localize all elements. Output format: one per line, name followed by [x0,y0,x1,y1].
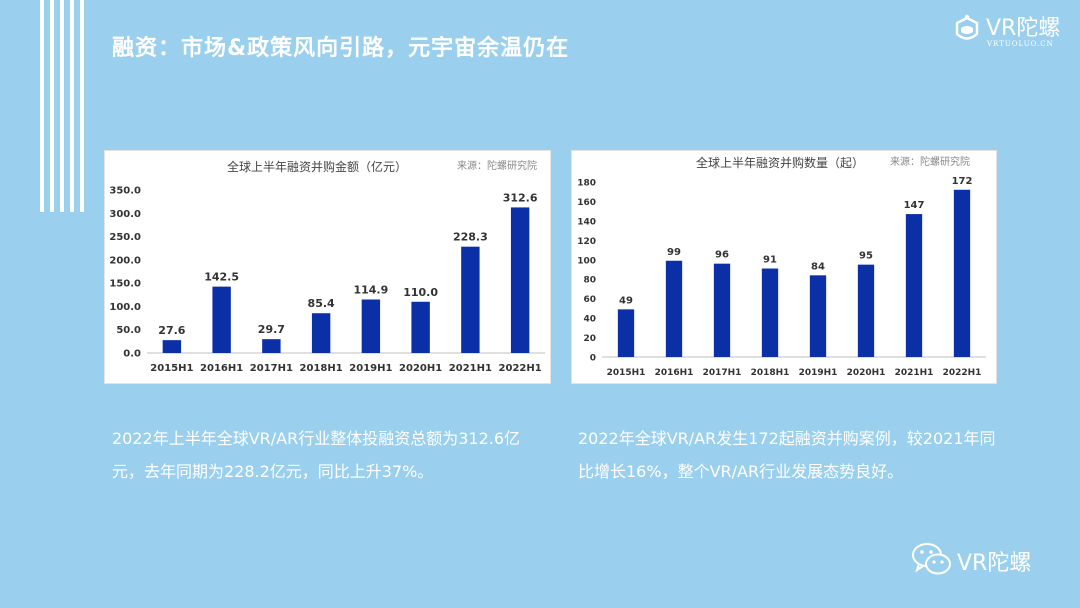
bar-2017H1 [262,339,281,353]
data-label: 85.4 [308,297,335,310]
y-tick-label: 0 [590,354,596,364]
decorative-stripes [40,0,86,212]
chart-title: 全球上半年融资并购数量（起） [696,155,864,170]
y-tick-label: 60 [583,295,596,305]
data-label: 29.7 [258,323,285,336]
data-label: 99 [667,247,681,258]
y-tick-label: 40 [583,315,596,325]
bar-2016H1 [665,260,683,357]
description-count: 2022年全球VR/AR发生172起融资并购案例，较2021年同比增长16%，整… [578,429,996,481]
x-tick-label: 2017H1 [703,368,742,378]
watermark-text: VR陀螺 [957,551,1032,576]
brand-url: VRTUOLUO.CN [987,40,1054,48]
funding-amount-chart: 全球上半年融资并购金额（亿元） 来源：陀螺研究院 0.0 50.0 100.0 150.0… [109,159,545,374]
y-tick-label: 50.0 [116,325,141,336]
wechat-icon [912,543,951,575]
bar-2018H1 [761,268,779,357]
chart-title: 全球上半年融资并购金额（亿元） [227,159,407,174]
bar-2022H1 [510,207,530,353]
x-tick-label: 2021H1 [449,363,492,374]
funding-count-chart: 全球上半年融资并购数量（起） 来源：陀螺研究院 0 20 40 60 80 100 120 140… [577,155,986,378]
data-label: 110.0 [403,286,438,299]
x-tick-label: 2019H1 [349,363,392,374]
chart-card-amount: 全球上半年融资并购金额（亿元） 来源：陀螺研究院 0.0 50.0 100.0 150.0… [104,150,551,384]
x-tick-label: 2017H1 [250,363,293,374]
data-label: 84 [811,261,825,272]
y-tick-label: 150.0 [109,279,141,290]
x-tick-label: 2015H1 [150,363,193,374]
x-tick-label: 2020H1 [847,368,886,378]
data-label: 228.3 [453,231,488,244]
chart-card-count: 全球上半年融资并购数量（起） 来源：陀螺研究院 0 20 40 60 80 100 120 140… [571,150,997,384]
data-label: 114.9 [353,283,388,296]
x-tick-label: 2015H1 [607,368,646,378]
y-tick-label: 100.0 [109,302,141,313]
y-tick-label: 350.0 [109,186,141,197]
bar-2016H1 [212,286,231,353]
x-tick-label: 2020H1 [399,363,442,374]
slide-title: 融资：市场&政策风向引路，元宇宙余温仍在 [112,36,570,61]
x-tick-label: 2016H1 [655,368,694,378]
y-tick-label: 250.0 [109,232,141,243]
y-tick-label: 300.0 [109,209,141,220]
bar-2021H1 [905,214,923,357]
data-label: 142.5 [204,271,239,284]
y-tick-label: 180 [577,179,596,189]
x-tick-label: 2018H1 [751,368,790,378]
data-label: 172 [952,176,973,187]
brand-name: VR陀螺 [986,16,1061,41]
bar-2020H1 [857,264,875,357]
y-tick-label: 20 [583,334,596,344]
bar-2022H1 [953,189,971,357]
bar-2021H1 [461,246,480,353]
data-label: 95 [859,251,873,262]
y-tick-label: 120 [577,237,596,247]
y-tick-label: 160 [577,198,596,208]
y-tick-label: 140 [577,217,596,227]
x-tick-label: 2021H1 [895,368,934,378]
data-label: 91 [763,255,777,266]
bar-2019H1 [361,299,381,353]
x-tick-label: 2016H1 [200,363,243,374]
vr-headset-icon [955,14,979,40]
bar-2015H1 [617,309,635,357]
chart-source: 来源：陀螺研究院 [457,159,537,172]
chart-source: 来源：陀螺研究院 [890,155,970,168]
bar-2020H1 [411,301,430,353]
brand-logo: VR陀螺 VRTUOLUO.CN [950,10,1075,56]
data-label: 96 [715,250,729,261]
data-label: 27.6 [158,324,185,337]
x-tick-label: 2018H1 [300,363,343,374]
y-tick-label: 0.0 [123,349,141,360]
x-tick-label: 2022H1 [943,368,982,378]
y-tick-label: 100 [577,256,596,266]
y-tick-label: 80 [583,276,596,286]
bar-2015H1 [162,340,182,353]
data-label: 49 [619,295,633,306]
data-label: 147 [904,200,925,211]
x-tick-label: 2019H1 [799,368,838,378]
y-tick-label: 200.0 [109,255,141,266]
bar-2018H1 [311,313,331,353]
wechat-watermark: VR陀螺 [910,538,1070,582]
data-label: 312.6 [503,191,538,204]
x-tick-label: 2022H1 [499,363,542,374]
description-amount: 2022年上半年全球VR/AR行业整体投融资总额为312.6亿元，去年同期为22… [112,429,521,481]
bar-2017H1 [713,263,731,357]
bar-2019H1 [809,275,827,357]
